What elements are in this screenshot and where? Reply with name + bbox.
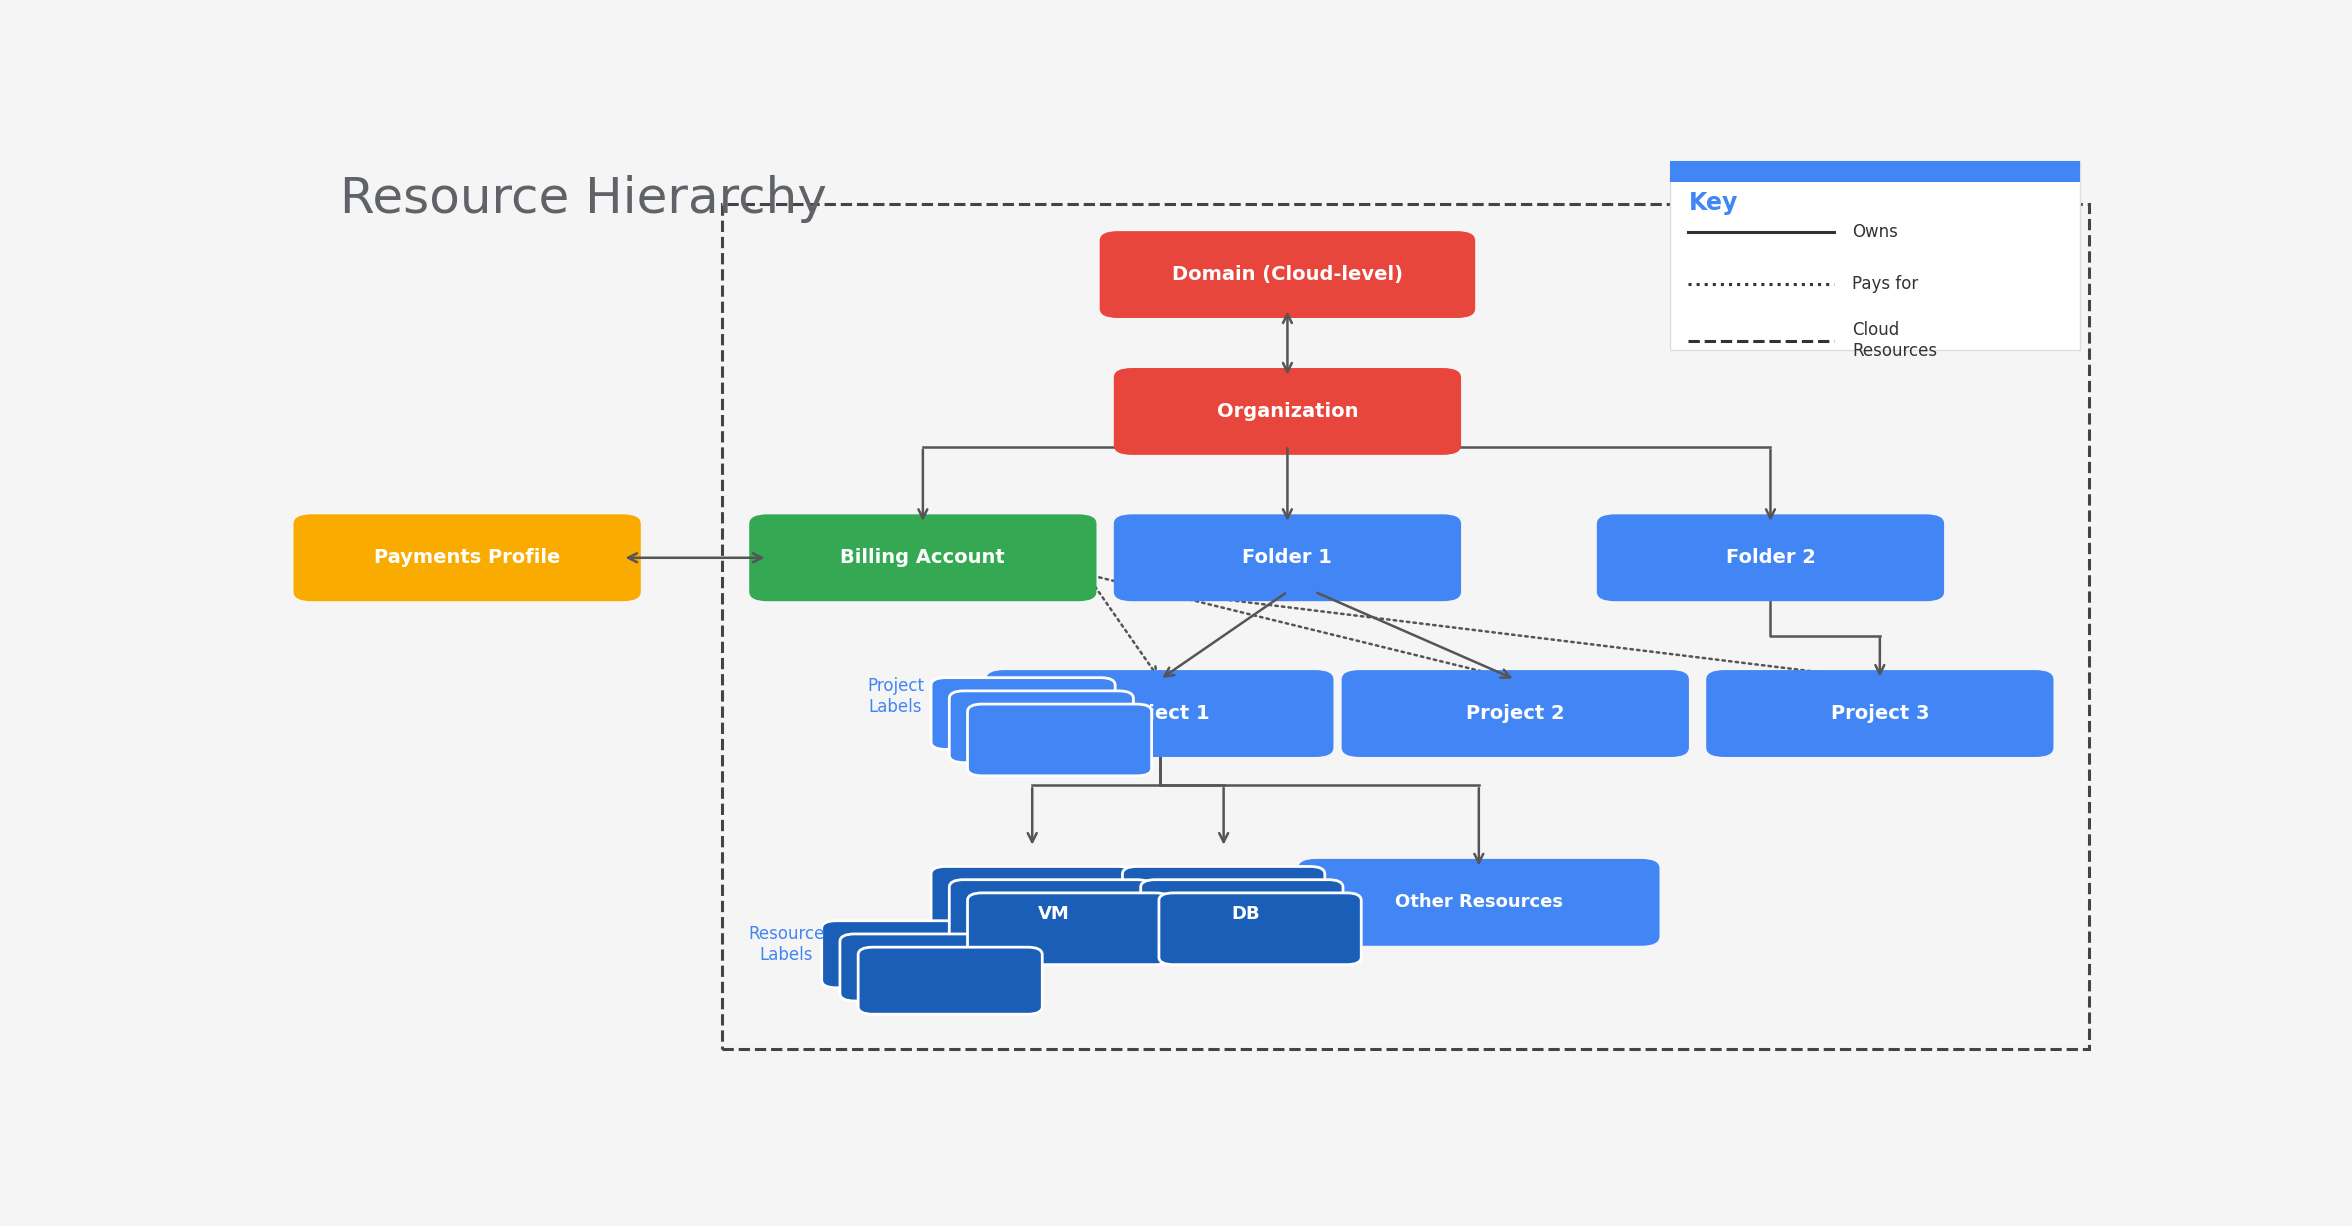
FancyBboxPatch shape xyxy=(931,678,1115,749)
FancyBboxPatch shape xyxy=(840,934,1023,1000)
FancyBboxPatch shape xyxy=(1115,368,1461,455)
FancyBboxPatch shape xyxy=(1341,671,1689,756)
Text: Pays for: Pays for xyxy=(1853,275,1919,293)
Text: Domain (Cloud-level): Domain (Cloud-level) xyxy=(1171,265,1402,284)
FancyBboxPatch shape xyxy=(1141,880,1343,951)
FancyBboxPatch shape xyxy=(1298,859,1661,945)
FancyBboxPatch shape xyxy=(967,893,1169,965)
FancyBboxPatch shape xyxy=(985,671,1334,756)
Text: Project 2: Project 2 xyxy=(1465,704,1564,723)
Text: Resource Hierarchy: Resource Hierarchy xyxy=(339,175,826,223)
FancyBboxPatch shape xyxy=(821,921,1007,988)
FancyBboxPatch shape xyxy=(294,515,640,601)
FancyBboxPatch shape xyxy=(950,691,1134,763)
Text: Billing Account: Billing Account xyxy=(840,548,1004,568)
Bar xyxy=(722,204,2089,1048)
FancyBboxPatch shape xyxy=(950,880,1152,951)
Text: Resource
Labels: Resource Labels xyxy=(748,926,823,964)
Bar xyxy=(1670,162,2079,181)
Text: Owns: Owns xyxy=(1853,223,1898,242)
Bar xyxy=(1670,162,2079,351)
Text: Other Resources: Other Resources xyxy=(1395,894,1562,911)
FancyBboxPatch shape xyxy=(1122,867,1324,938)
Text: Organization: Organization xyxy=(1216,402,1357,421)
FancyBboxPatch shape xyxy=(858,948,1042,1014)
FancyBboxPatch shape xyxy=(750,515,1096,601)
Text: Folder 1: Folder 1 xyxy=(1242,548,1331,568)
Text: VM: VM xyxy=(1037,905,1070,923)
Text: Project
Labels: Project Labels xyxy=(868,677,924,716)
FancyBboxPatch shape xyxy=(1597,515,1945,601)
Text: Cloud
Resources: Cloud Resources xyxy=(1853,321,1938,360)
Text: Project 3: Project 3 xyxy=(1830,704,1929,723)
FancyBboxPatch shape xyxy=(1705,671,2053,756)
FancyBboxPatch shape xyxy=(1160,893,1362,965)
Text: Folder 2: Folder 2 xyxy=(1726,548,1816,568)
Text: Key: Key xyxy=(1689,191,1738,216)
FancyBboxPatch shape xyxy=(931,867,1134,938)
Text: Payments Profile: Payments Profile xyxy=(374,548,560,568)
Text: DB: DB xyxy=(1230,905,1261,923)
FancyBboxPatch shape xyxy=(1115,515,1461,601)
Text: Project 1: Project 1 xyxy=(1110,704,1209,723)
FancyBboxPatch shape xyxy=(1101,232,1475,318)
FancyBboxPatch shape xyxy=(967,704,1152,776)
